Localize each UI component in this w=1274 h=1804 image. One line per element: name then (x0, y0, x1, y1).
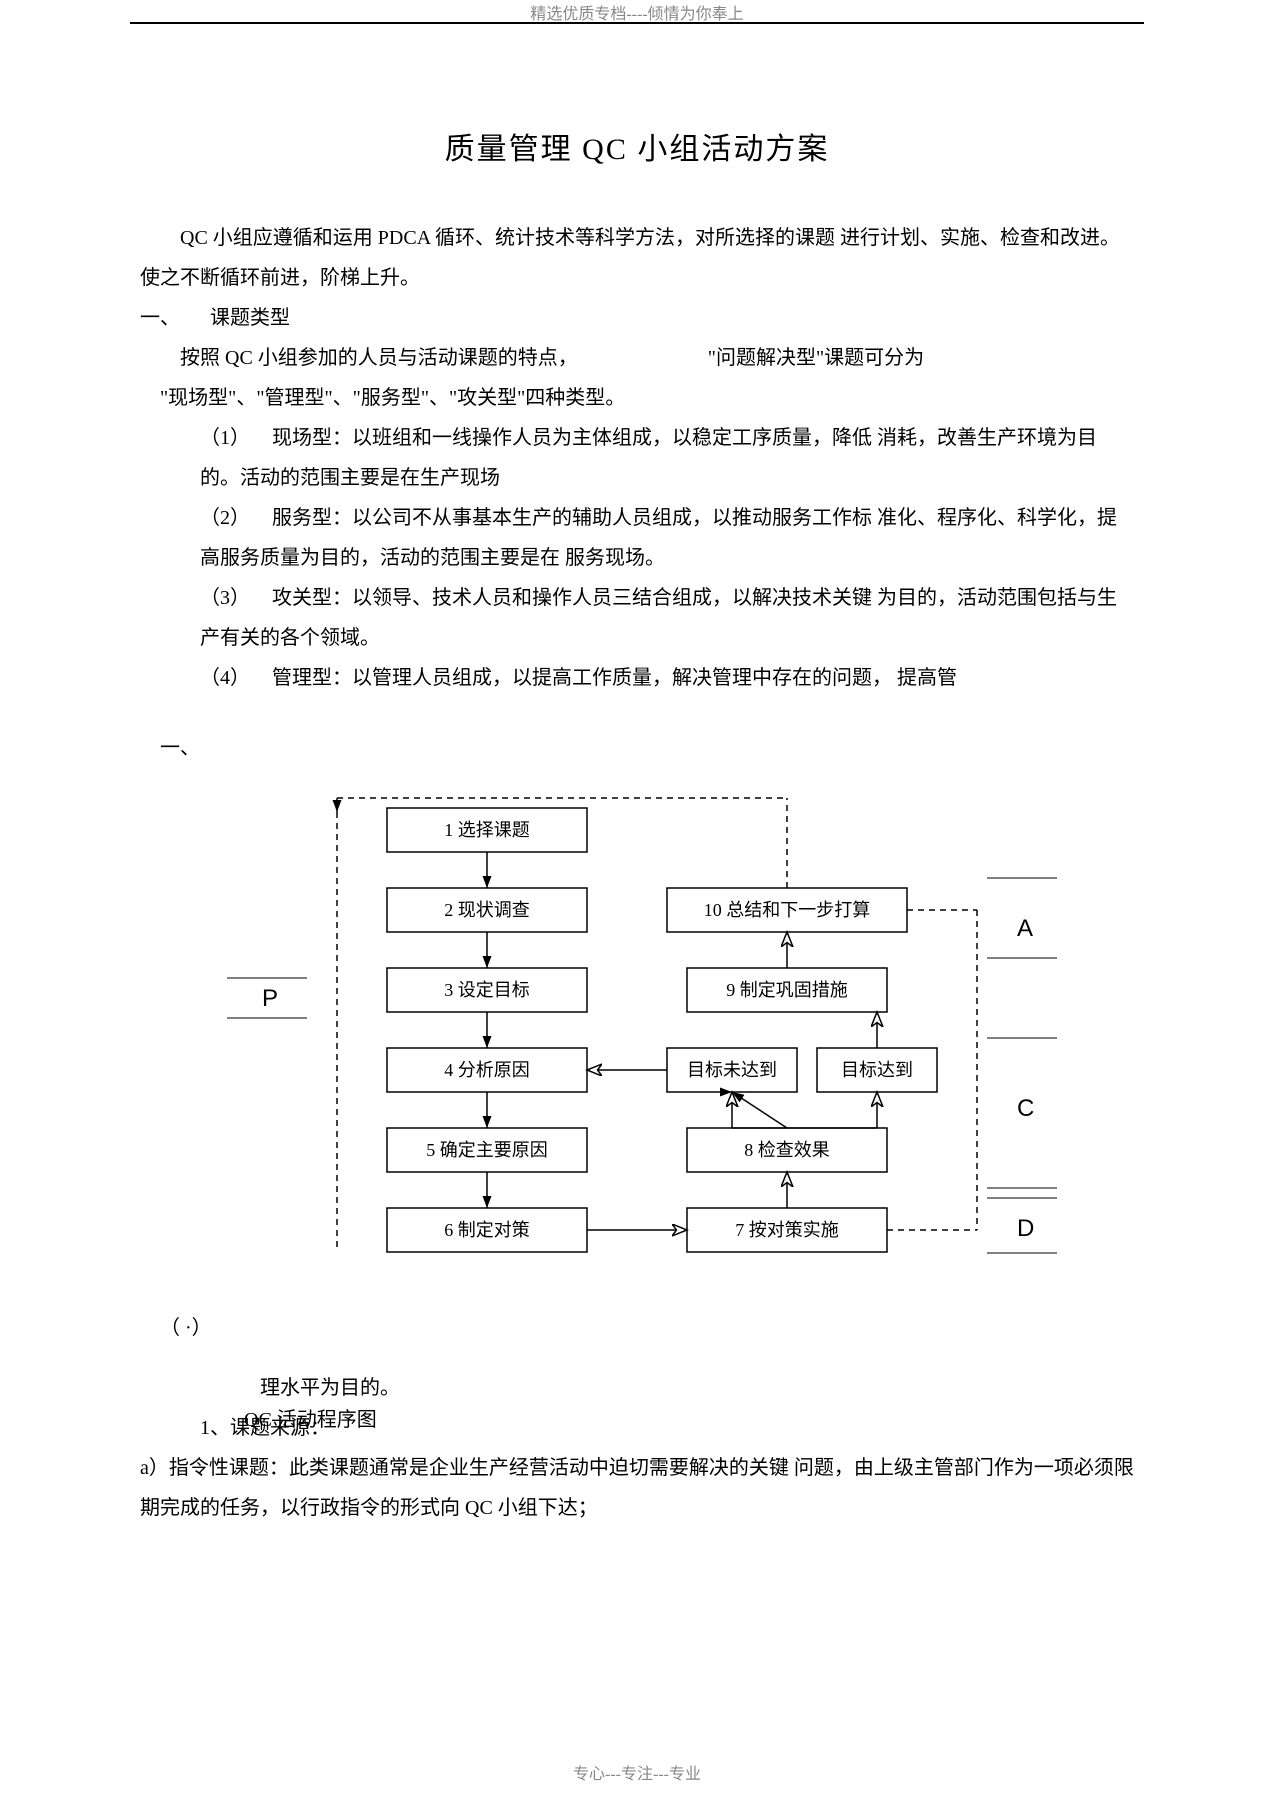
list-num: （1） (200, 418, 272, 458)
list-text: 攻关型：以领导、技术人员和操作人员三结合组成，以解决技术关键 为目的，活动范围包… (200, 587, 1117, 649)
svg-text:2 现状调查: 2 现状调查 (444, 900, 530, 920)
list-text: 现场型：以班组和一线操作人员为主体组成，以稳定工序质量，降低 消耗，改善生产环境… (200, 427, 1097, 489)
tail-mix-a: 1、课题来源： (200, 1417, 330, 1439)
page-top-header: 精选优质专档----倾情为你奉上 (0, 0, 1274, 24)
paren-blank: （ ·） (140, 1308, 1134, 1348)
svg-text:目标未达到: 目标未达到 (687, 1060, 777, 1080)
svg-text:3 设定目标: 3 设定目标 (444, 980, 530, 1000)
svg-text:6 制定对策: 6 制定对策 (444, 1220, 530, 1240)
list-text: 服务型：以公司不从事基本生产的辅助人员组成，以推动服务工作标 准化、程序化、科学… (200, 507, 1117, 569)
svg-text:5 确定主要原因: 5 确定主要原因 (426, 1140, 548, 1160)
hanging-one: 一、 (140, 728, 1134, 768)
doc-title: 质量管理 QC 小组活动方案 (140, 124, 1134, 168)
list-item: （3）攻关型：以领导、技术人员和操作人员三结合组成，以解决技术关键 为目的，活动… (140, 578, 1134, 658)
svg-text:9 制定巩固措施: 9 制定巩固措施 (726, 980, 848, 1000)
svg-text:D: D (1017, 1215, 1034, 1242)
page: 精选优质专档----倾情为你奉上 质量管理 QC 小组活动方案 QC 小组应遵循… (0, 0, 1274, 1804)
list-num: （3） (200, 578, 272, 618)
svg-text:1 选择课题: 1 选择课题 (444, 820, 530, 840)
page-bottom-header: 专心---专注---专业 (0, 1760, 1274, 1784)
tail-mixed: 1、课题来源： QC 活动程序图 (140, 1408, 1134, 1448)
list-item: （1）现场型：以班组和一线操作人员为主体组成，以稳定工序质量，降低 消耗，改善生… (140, 418, 1134, 498)
svg-text:7 按对策实施: 7 按对策实施 (735, 1220, 839, 1240)
list-item: （2）服务型：以公司不从事基本生产的辅助人员组成，以推动服务工作标 准化、程序化… (140, 498, 1134, 578)
content: 质量管理 QC 小组活动方案 QC 小组应遵循和运用 PDCA 循环、统计技术等… (0, 24, 1274, 1528)
section-1-text: 课题类型 (210, 307, 290, 329)
list-text: 管理型：以管理人员组成，以提高工作质量，解决管理中存在的问题， 提高管 (272, 667, 957, 689)
svg-text:4 分析原因: 4 分析原因 (444, 1060, 530, 1080)
sec1-p2: "现场型"、"管理型"、"服务型"、"攻关型"四种类型。 (140, 378, 1134, 418)
svg-text:C: C (1017, 1095, 1034, 1122)
svg-text:10 总结和下一步打算: 10 总结和下一步打算 (704, 900, 871, 920)
flowchart-wrap: 1 选择课题 2 现状调查 3 设定目标 4 分析原因 5 确定主要原因 6 制定对策 10… (140, 788, 1134, 1278)
list-item: （4）管理型：以管理人员组成，以提高工作质量，解决管理中存在的问题， 提高管 (140, 658, 1134, 698)
svg-text:A: A (1017, 915, 1033, 942)
svg-text:目标达到: 目标达到 (841, 1060, 913, 1080)
intro-paragraph: QC 小组应遵循和运用 PDCA 循环、统计技术等科学方法，对所选择的课题 进行… (140, 218, 1134, 298)
section-1-num: 一、 (140, 298, 210, 338)
list-num: （2） (200, 498, 272, 538)
svg-text:8 检查效果: 8 检查效果 (744, 1140, 830, 1160)
section-1-heading: 一、课题类型 (140, 298, 1134, 338)
sec1-p1: 按照 QC 小组参加的人员与活动课题的特点， "问题解决型"课题可分为 (140, 338, 1134, 378)
sec1-p1a: 按照 QC 小组参加的人员与活动课题的特点， (180, 347, 578, 369)
sec1-p1b: "问题解决型"课题可分为 (708, 347, 924, 369)
list-num: （4） (200, 658, 272, 698)
sec1-list: （1）现场型：以班组和一线操作人员为主体组成，以稳定工序质量，降低 消耗，改善生… (140, 418, 1134, 698)
sub-a: a）指令性课题：此类课题通常是企业生产经营活动中迫切需要解决的关键 问题，由上级… (140, 1448, 1134, 1528)
svg-text:P: P (262, 985, 278, 1012)
qc-flowchart: 1 选择课题 2 现状调查 3 设定目标 4 分析原因 5 确定主要原因 6 制定对策 10… (187, 788, 1087, 1278)
